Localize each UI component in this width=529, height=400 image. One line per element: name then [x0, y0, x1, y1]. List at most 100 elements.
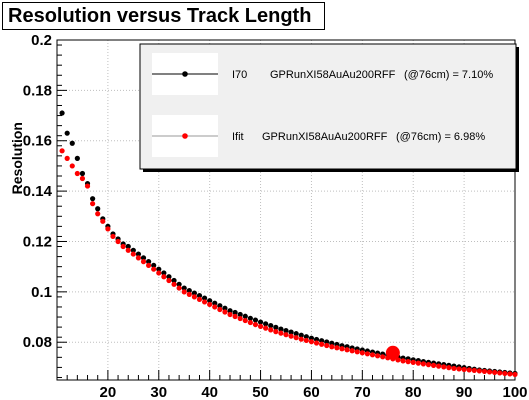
data-point: [135, 251, 142, 257]
data-point: [217, 306, 223, 313]
legend-series-label: GPRunXI58AuAu200RFF: [262, 131, 388, 143]
data-point: [196, 296, 203, 303]
data-point: [227, 308, 233, 314]
data-point: [298, 336, 304, 342]
data-point: [146, 259, 152, 265]
data-point: [135, 255, 142, 261]
data-point: [79, 170, 86, 177]
data-point: [339, 346, 345, 352]
legend-series-value: (@76cm) = 7.10%: [404, 69, 493, 81]
data-point: [140, 259, 147, 265]
data-point: [252, 317, 259, 323]
data-point: [425, 362, 432, 368]
data-point: [212, 300, 218, 306]
data-point: [146, 262, 152, 269]
data-point: [90, 196, 96, 202]
y-tick-label: 0.18: [23, 82, 52, 99]
data-point: [359, 350, 365, 356]
data-point: [263, 321, 269, 327]
data-point: [415, 360, 421, 366]
data-point: [161, 270, 167, 276]
axis-ticks: [57, 39, 516, 380]
data-point: [293, 331, 299, 337]
data-point: [161, 274, 167, 280]
data-point: [364, 351, 371, 357]
data-point: [466, 367, 472, 373]
data-point: [456, 366, 462, 372]
data-point: [79, 175, 86, 182]
data-point: [486, 369, 493, 375]
data-point: [497, 370, 503, 376]
data-point: [283, 328, 289, 334]
x-tick-label: 40: [201, 384, 218, 400]
data-point: [492, 369, 498, 376]
y-tick-label: 0.2: [31, 32, 52, 49]
plot-frame: [56, 39, 516, 381]
data-point: [227, 311, 233, 318]
x-tick-label: 90: [456, 384, 473, 400]
data-point: [176, 285, 182, 291]
data-point: [64, 155, 70, 161]
y-tick-label: 0.12: [23, 233, 52, 250]
data-point: [303, 334, 309, 340]
data-point: [278, 326, 284, 332]
data-point: [461, 366, 467, 373]
x-tick-label: 70: [354, 384, 371, 400]
data-point: [507, 371, 513, 377]
data-point: [252, 321, 259, 328]
data-point: [334, 345, 340, 351]
data-point: [237, 311, 243, 318]
data-point: [69, 140, 75, 146]
data-point: [95, 206, 101, 212]
data-point: [329, 344, 335, 350]
x-tick-label: 80: [405, 384, 422, 400]
data-point: [237, 315, 243, 322]
data-point: [313, 340, 320, 346]
data-point: [74, 155, 80, 161]
data-point: [84, 183, 91, 189]
data-point: [90, 201, 96, 207]
data-point: [268, 327, 274, 333]
legend-series-value: (@76cm) = 6.98%: [396, 131, 485, 143]
data-point: [232, 313, 238, 320]
data-point: [151, 266, 157, 272]
data-point: [308, 339, 315, 345]
data-point: [481, 368, 488, 375]
data-point: [502, 370, 508, 377]
data-point: [59, 148, 65, 154]
data-point: [283, 332, 289, 338]
data-point: [441, 364, 447, 370]
data-point: [303, 337, 309, 344]
data-point: [375, 353, 381, 359]
data-points: [59, 110, 518, 378]
data-point: [222, 309, 228, 315]
data-point: [171, 281, 177, 287]
legend-marker: [182, 133, 188, 139]
x-tick-label: 30: [150, 384, 167, 400]
data-point: [186, 287, 192, 294]
data-point: [273, 329, 279, 335]
data-point: [242, 317, 248, 324]
data-point: [273, 324, 279, 330]
data-point: [354, 349, 360, 355]
data-point: [268, 323, 274, 329]
data-point: [242, 313, 248, 319]
data-point: [288, 329, 294, 335]
data-point: [120, 243, 126, 250]
data-point: [186, 291, 192, 297]
data-point: [156, 270, 162, 276]
data-point: [110, 233, 116, 240]
data-point: [115, 238, 121, 245]
x-tick-label: 50: [252, 384, 269, 400]
data-point: [288, 333, 294, 339]
data-point: [420, 361, 426, 367]
data-point: [207, 298, 213, 304]
data-point: [181, 285, 187, 291]
y-tick-label: 0.1: [31, 284, 52, 301]
data-point: [257, 323, 264, 329]
data-point: [410, 359, 416, 365]
data-point: [451, 365, 457, 372]
data-point: [59, 110, 65, 116]
data-point: [207, 301, 213, 308]
